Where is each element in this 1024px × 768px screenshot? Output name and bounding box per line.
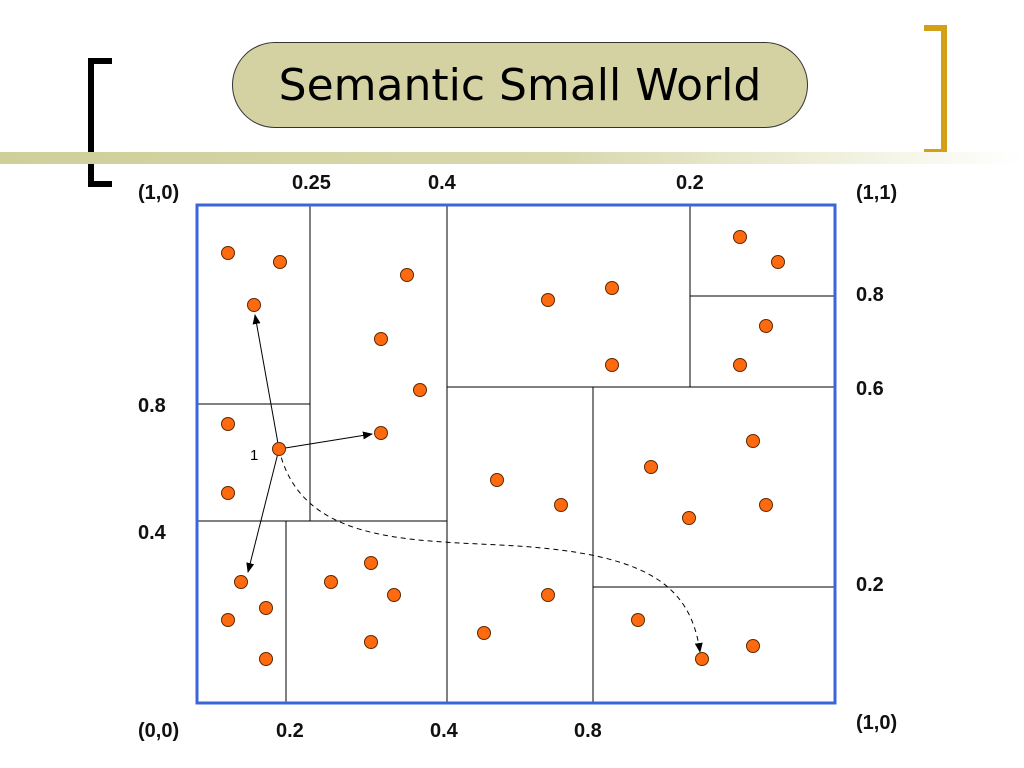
slide-title: Semantic Small World: [278, 59, 762, 111]
data-point: [746, 639, 760, 653]
data-point: [490, 473, 504, 487]
data-point: [733, 358, 747, 372]
data-point: [759, 498, 773, 512]
data-point: [413, 383, 427, 397]
data-point: [273, 255, 287, 269]
data-point: [554, 498, 568, 512]
space-frame: [195, 203, 837, 705]
top-label: 0.2: [676, 172, 704, 194]
top-label: 0.25: [292, 172, 331, 194]
data-point: [234, 575, 248, 589]
title-banner: Semantic Small World: [232, 42, 808, 128]
data-point: [541, 588, 555, 602]
data-point: [221, 613, 235, 627]
short-link-arrow: [278, 431, 373, 450]
data-points: [221, 230, 785, 666]
short-link-arrow: [246, 448, 280, 573]
data-point: [387, 588, 401, 602]
data-point: [364, 556, 378, 570]
right-label: 0.6: [856, 378, 884, 400]
title-band: [0, 152, 1024, 164]
data-point: [682, 511, 696, 525]
data-point: [400, 268, 414, 282]
small-world-links: [246, 314, 703, 653]
bottom-label: 0.4: [430, 720, 458, 742]
data-point: [272, 442, 286, 456]
data-point: [364, 635, 378, 649]
partition-lines: [197, 205, 835, 703]
left-label: 0.8: [138, 395, 166, 417]
node-label: 1: [250, 447, 258, 464]
long-link-arrow: [278, 448, 703, 653]
data-point: [631, 613, 645, 627]
bottom-label: 0.8: [574, 720, 602, 742]
corner-label-top-right: (1,1): [856, 182, 898, 204]
corner-label-bottom-left: (0,0): [138, 720, 180, 742]
data-point: [771, 255, 785, 269]
top-label: 0.4: [428, 172, 456, 194]
data-point: [541, 293, 555, 307]
bottom-label: 0.2: [276, 720, 304, 742]
data-point: [374, 426, 388, 440]
data-point: [247, 298, 261, 312]
data-point: [374, 332, 388, 346]
data-point: [695, 652, 709, 666]
data-point: [221, 486, 235, 500]
right-label: 0.8: [856, 284, 884, 306]
corner-label-top-left: (1,0): [138, 182, 180, 204]
short-link-arrow: [252, 314, 280, 450]
data-point: [605, 281, 619, 295]
corner-label-bottom-right: (1,0): [856, 712, 898, 734]
left-bracket-icon: [88, 58, 112, 187]
data-point: [746, 434, 760, 448]
data-point: [221, 246, 235, 260]
data-point: [259, 652, 273, 666]
data-point: [221, 417, 235, 431]
data-point: [759, 319, 773, 333]
data-point: [605, 358, 619, 372]
data-point: [477, 626, 491, 640]
data-point: [644, 460, 658, 474]
right-label: 0.2: [856, 574, 884, 596]
data-point: [324, 575, 338, 589]
data-point: [259, 601, 273, 615]
data-point: [733, 230, 747, 244]
left-label: 0.4: [138, 522, 166, 544]
